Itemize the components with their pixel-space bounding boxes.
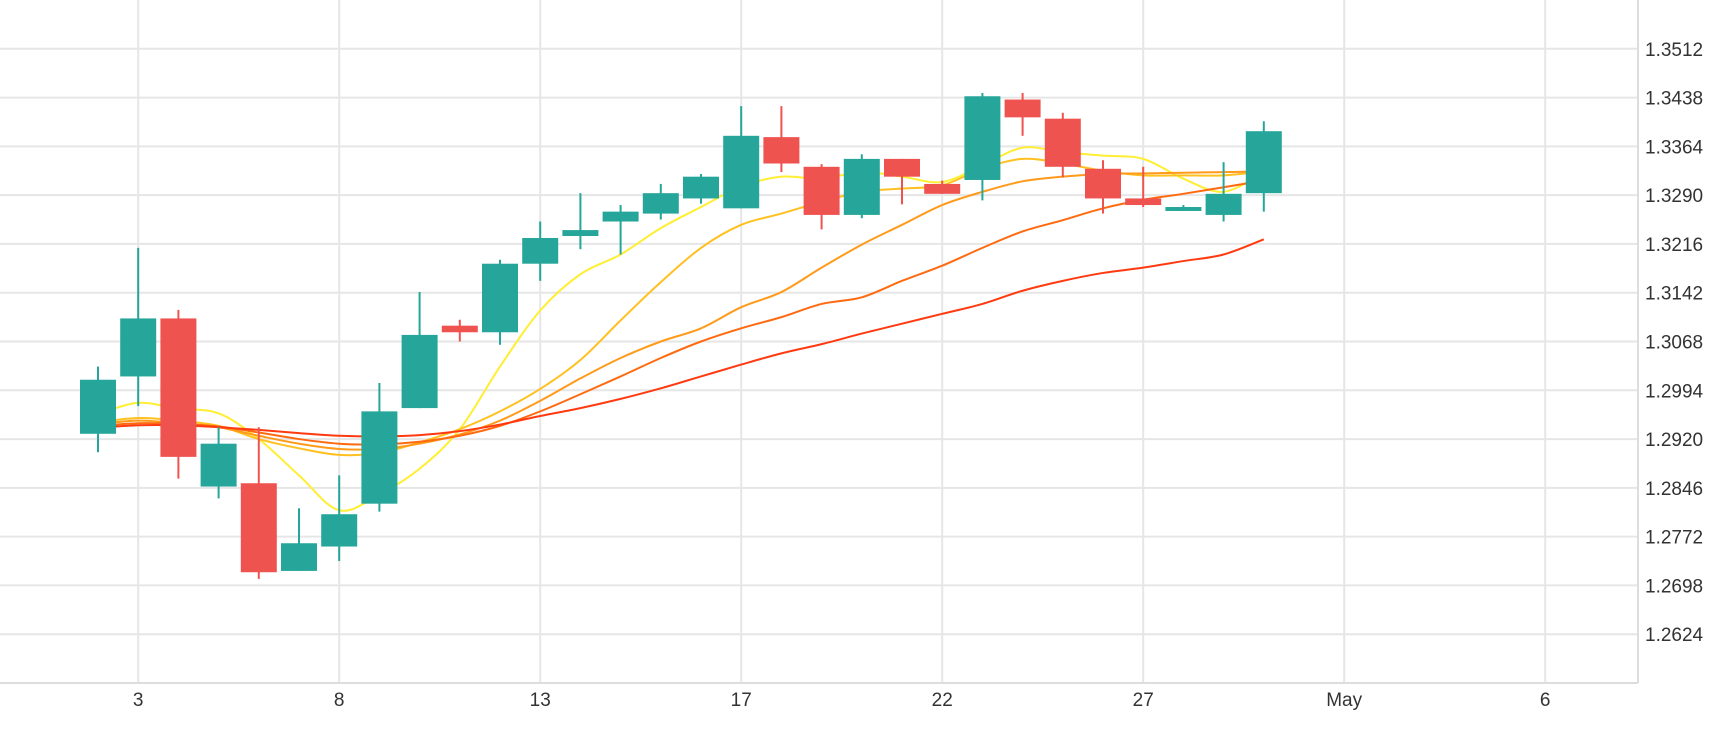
candle: [763, 106, 800, 173]
candle: [1205, 162, 1242, 222]
candle-body: [642, 193, 679, 214]
candle: [924, 180, 961, 194]
candle-body: [361, 411, 398, 504]
candle: [120, 247, 157, 407]
candle-body: [321, 514, 358, 547]
candle: [321, 475, 358, 562]
candle-body: [683, 176, 719, 199]
candle-body: [562, 230, 599, 237]
candle-body: [763, 137, 800, 164]
y-tick-label: 1.3512: [1645, 40, 1703, 61]
candle-body: [602, 211, 639, 222]
candle: [1245, 121, 1282, 212]
candle-body: [1004, 99, 1041, 118]
candle: [522, 221, 559, 281]
candle-body: [401, 334, 438, 409]
grid-layer: [0, 0, 1638, 683]
candle-body: [1165, 207, 1202, 211]
y-tick-label: 1.3142: [1645, 284, 1703, 305]
candle: [160, 309, 197, 479]
candle-body: [240, 483, 277, 573]
x-tick-label: May: [1326, 690, 1362, 711]
candle-body: [843, 158, 880, 215]
candle-layer: [80, 92, 1282, 579]
candle-body: [1125, 198, 1162, 206]
y-tick-label: 1.2920: [1645, 430, 1703, 451]
x-tick-label: 3: [133, 690, 144, 711]
candle: [723, 106, 760, 209]
candle-body: [1205, 193, 1242, 215]
candle: [1044, 112, 1081, 178]
candle: [602, 205, 639, 255]
y-tick-label: 1.2698: [1645, 576, 1703, 597]
x-tick-label: 6: [1540, 690, 1551, 711]
candle-body: [723, 135, 760, 209]
candle: [200, 427, 237, 499]
candle-body: [522, 237, 559, 264]
candle-body: [482, 263, 518, 333]
candle: [843, 154, 880, 219]
y-tick-label: 1.3068: [1645, 333, 1703, 354]
candle: [1085, 160, 1121, 214]
x-tick-label: 27: [1133, 690, 1154, 711]
candle-body: [1044, 118, 1081, 167]
candle-body: [884, 158, 920, 177]
candle: [401, 292, 438, 409]
y-tick-label: 1.2624: [1645, 625, 1704, 646]
candle-body: [281, 543, 317, 571]
moving-average-line-2: [97, 157, 1264, 457]
candle-body: [1245, 131, 1282, 194]
candle: [964, 92, 1001, 201]
candle: [1165, 205, 1202, 211]
axis-layer: 1.3512 1.3438 1.3364 1.3290 1.3216 1.3142 1.30…: [0, 0, 1704, 711]
candle: [562, 193, 599, 250]
candle-body: [200, 443, 237, 487]
candle-body: [924, 183, 961, 194]
candle: [240, 427, 277, 579]
moving-average-layer: [97, 146, 1265, 512]
x-tick-label: 22: [932, 690, 953, 711]
y-tick-label: 1.2772: [1645, 528, 1703, 549]
candle: [683, 174, 719, 204]
y-tick-label: 1.3364: [1645, 137, 1704, 158]
candle: [361, 383, 398, 512]
y-tick-label: 1.3216: [1645, 235, 1703, 256]
y-tick-label: 1.3438: [1645, 89, 1703, 110]
candle-body: [160, 318, 197, 457]
candle-body: [1085, 168, 1121, 199]
candle-body: [803, 166, 840, 215]
moving-average-line-3: [97, 170, 1264, 451]
x-tick-label: 17: [731, 690, 752, 711]
moving-average-line-5: [97, 238, 1265, 438]
candle: [884, 158, 920, 205]
candle: [803, 164, 840, 230]
y-tick-label: 1.2994: [1645, 381, 1704, 402]
moving-average-line-4: [97, 179, 1264, 446]
candle: [642, 183, 679, 220]
candle: [441, 319, 478, 342]
x-tick-label: 13: [530, 690, 551, 711]
candle-body: [441, 325, 478, 333]
candle: [1125, 166, 1162, 208]
candle: [1004, 92, 1041, 136]
y-tick-label: 1.3290: [1645, 186, 1703, 207]
candle: [281, 508, 317, 571]
candle: [80, 366, 116, 453]
x-tick-label: 8: [334, 690, 345, 711]
y-tick-label: 1.2846: [1645, 479, 1703, 500]
candle: [482, 259, 518, 345]
candle-body: [964, 96, 1001, 180]
moving-average-line-1: [97, 146, 1265, 512]
candle-body: [80, 379, 116, 434]
candle-body: [120, 318, 157, 377]
